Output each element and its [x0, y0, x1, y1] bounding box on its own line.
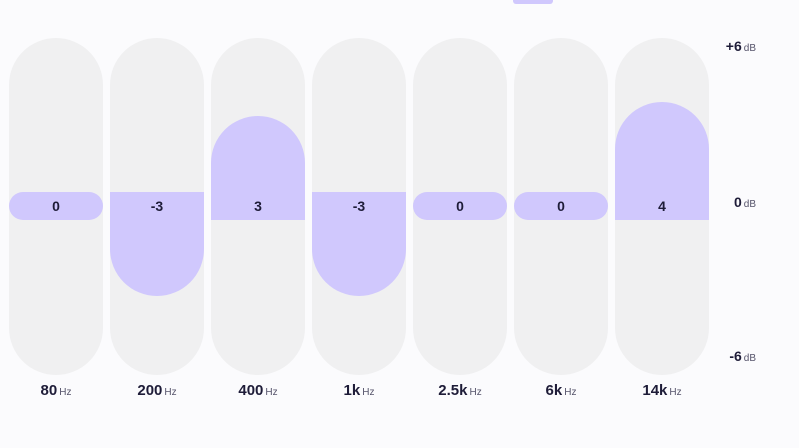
eq-band-slider-200[interactable]: -3 [110, 38, 204, 375]
active-tab-indicator [513, 0, 553, 4]
frequency-value: 6k [545, 382, 563, 399]
scale-top-unit: dB [743, 43, 756, 54]
eq-band-value[interactable]: -3 [312, 192, 406, 220]
eq-band-value[interactable]: 0 [9, 192, 103, 220]
frequency-unit: Hz [564, 387, 577, 398]
frequency-value: 2.5k [438, 382, 468, 399]
frequency-unit: Hz [164, 387, 177, 398]
frequency-unit: Hz [59, 387, 72, 398]
eq-band-frequency-label: 2.5k Hz [413, 382, 507, 400]
frequency-unit: Hz [362, 387, 375, 398]
frequency-value: 400 [238, 382, 264, 399]
eq-band-frequency-label: 80 Hz [9, 382, 103, 400]
scale-bottom-value: -6 [729, 348, 742, 364]
frequency-value: 80 [40, 382, 58, 399]
eq-band-value[interactable]: -3 [110, 192, 204, 220]
eq-band-slider-6k[interactable]: 0 [514, 38, 608, 375]
eq-band-value[interactable]: 3 [211, 192, 305, 220]
scale-label-middle: 0 dB [734, 194, 756, 212]
frequency-unit: Hz [469, 387, 482, 398]
eq-band-slider-2.5k[interactable]: 0 [413, 38, 507, 375]
frequency-value: 14k [642, 382, 668, 399]
scale-label-top: +6 dB [726, 38, 756, 56]
scale-middle-value: 0 [733, 194, 742, 210]
scale-middle-unit: dB [743, 199, 756, 210]
eq-band-slider-14k[interactable]: 4 [615, 38, 709, 375]
scale-label-bottom: -6 dB [729, 348, 756, 366]
scale-bottom-unit: dB [743, 353, 756, 364]
eq-band-frequency-label: 14k Hz [615, 382, 709, 400]
eq-band-slider-1k[interactable]: -3 [312, 38, 406, 375]
frequency-value: 1k [343, 382, 361, 399]
eq-band-frequency-label: 1k Hz [312, 382, 406, 400]
scale-top-value: +6 [725, 38, 742, 54]
frequency-value: 200 [137, 382, 163, 399]
frequency-unit: Hz [265, 387, 278, 398]
frequency-unit: Hz [669, 387, 682, 398]
eq-band-frequency-label: 200 Hz [110, 382, 204, 400]
eq-band-slider-400[interactable]: 3 [211, 38, 305, 375]
eq-band-slider-80[interactable]: 0 [9, 38, 103, 375]
eq-band-frequency-label: 6k Hz [514, 382, 608, 400]
eq-band-value[interactable]: 0 [514, 192, 608, 220]
eq-band-frequency-label: 400 Hz [211, 382, 305, 400]
eq-band-value[interactable]: 4 [615, 192, 709, 220]
eq-band-value[interactable]: 0 [413, 192, 507, 220]
